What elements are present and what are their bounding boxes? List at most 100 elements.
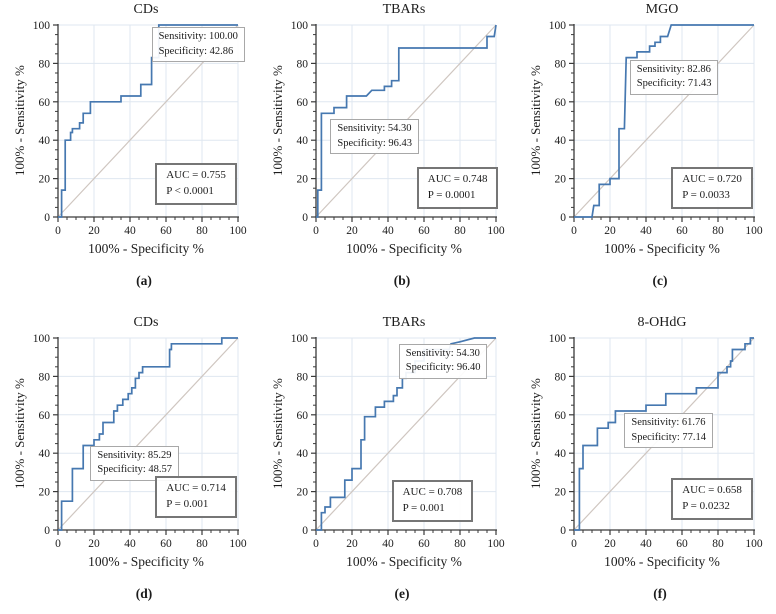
x-axis-label: 100% - Specificity % — [88, 554, 204, 569]
roc-plot: 0 20 40 60 80 100 0 20 40 60 80 100 Sensitivity: 61.… — [544, 331, 763, 553]
x-axis-label: 100% - Specificity % — [88, 241, 204, 256]
panel-caption: (c) — [652, 273, 668, 288]
panel-title: MGO — [645, 2, 679, 17]
y-tick-label: 0 — [302, 212, 308, 224]
x-tick-label: 0 — [571, 538, 577, 550]
box-text-line: AUC = 0.714 — [166, 482, 226, 495]
y-tick-label: 20 — [555, 487, 567, 499]
x-tick-label: 80 — [454, 225, 466, 237]
y-tick-label: 60 — [297, 97, 309, 109]
roc-chart-svg: 0 20 40 60 80 100 0 20 40 60 80 100 — [33, 20, 247, 237]
y-tick-label: 80 — [297, 371, 309, 383]
x-tick-label: 20 — [346, 225, 358, 237]
x-tick-label: 80 — [196, 225, 208, 237]
box-text-line: AUC = 0.748 — [427, 173, 488, 186]
x-tick-label: 20 — [88, 538, 100, 550]
y-tick-label: 40 — [297, 448, 309, 460]
x-tick-label: 40 — [640, 538, 652, 550]
roc-chart-svg: 0 20 40 60 80 100 0 20 40 60 80 100 — [33, 333, 247, 550]
x-tick-label: 60 — [676, 225, 688, 237]
x-tick-label: 80 — [196, 538, 208, 550]
x-tick-label: 0 — [55, 538, 61, 550]
y-tick-label: 20 — [39, 487, 51, 499]
y-tick-label: 80 — [555, 371, 567, 383]
x-tick-label: 40 — [640, 225, 652, 237]
auc-p-value-box: AUC = 0.720 P = 0.0033 — [671, 167, 753, 209]
y-tick-label: 0 — [302, 525, 308, 537]
panel-title: 8-OHdG — [637, 315, 687, 330]
roc-panel-a: CDs 100% - Sensitivity % 0 20 40 60 80 100 0 20… — [0, 2, 258, 289]
sensitivity-specificity-box: Sensitivity: 82.86 Specificity: 71.43 — [629, 59, 719, 95]
panel-title: CDs — [133, 2, 159, 17]
x-tick-label: 100 — [487, 225, 505, 237]
x-tick-label: 60 — [418, 225, 430, 237]
y-tick-label: 40 — [39, 448, 51, 460]
y-tick-label: 100 — [549, 20, 567, 32]
x-tick-label: 100 — [745, 225, 763, 237]
box-text-line: AUC = 0.755 — [166, 169, 226, 182]
y-tick-label: 80 — [555, 58, 567, 70]
x-tick-label: 40 — [124, 538, 136, 550]
y-tick-label: 20 — [297, 487, 309, 499]
x-tick-label: 60 — [160, 225, 172, 237]
x-tick-label: 20 — [604, 538, 616, 550]
y-tick-label: 20 — [297, 174, 309, 186]
x-axis-label: 100% - Specificity % — [604, 554, 720, 569]
roc-plot: 0 20 40 60 80 100 0 20 40 60 80 100 Sensitivity: 54.… — [286, 331, 505, 553]
x-tick-label: 0 — [313, 538, 319, 550]
panel-title: CDs — [133, 315, 159, 330]
x-tick-label: 0 — [571, 225, 577, 237]
x-tick-label: 80 — [454, 538, 466, 550]
y-tick-label: 40 — [555, 135, 567, 147]
y-tick-label: 0 — [44, 212, 50, 224]
box-text-line: Sensitivity: 85.29 — [97, 449, 172, 461]
x-tick-label: 100 — [229, 225, 247, 237]
x-tick-label: 60 — [160, 538, 172, 550]
panel-caption: (b) — [393, 273, 411, 288]
x-tick-label: 20 — [88, 225, 100, 237]
roc-panel-f: 8-OHdG 100% - Sensitivity % 0 20 40 60 80 100… — [516, 315, 774, 602]
y-tick-label: 0 — [560, 212, 566, 224]
box-text-line: P = 0.001 — [402, 502, 445, 515]
y-tick-label: 60 — [39, 97, 51, 109]
x-tick-label: 20 — [604, 225, 616, 237]
box-text-line: Sensitivity: 82.86 — [636, 63, 711, 75]
box-text-line: Specificity: 71.43 — [636, 78, 712, 90]
y-tick-label: 80 — [39, 371, 51, 383]
roc-plot: 0 20 40 60 80 100 0 20 40 60 80 100 Sensitivity: 54.… — [286, 18, 505, 240]
box-text-line: AUC = 0.708 — [402, 486, 463, 499]
x-tick-label: 100 — [229, 538, 247, 550]
panel-caption: (f) — [653, 586, 667, 601]
box-text-line: Sensitivity: 100.00 — [158, 30, 238, 42]
y-tick-label: 20 — [39, 174, 51, 186]
box-text-line: Sensitivity: 54.30 — [337, 123, 412, 135]
box-text-line: P = 0.0001 — [427, 189, 476, 202]
roc-panel-e: TBARs 100% - Sensitivity % 0 20 40 60 80 100 0… — [258, 315, 516, 602]
y-tick-label: 0 — [560, 525, 566, 537]
x-tick-label: 0 — [55, 225, 61, 237]
box-text-line: P < 0.0001 — [166, 185, 214, 198]
box-text-line: AUC = 0.720 — [682, 173, 742, 186]
box-text-line: P = 0.0232 — [682, 500, 730, 513]
y-tick-label: 100 — [291, 333, 309, 345]
y-tick-label: 100 — [33, 20, 51, 32]
x-tick-label: 80 — [712, 538, 724, 550]
sensitivity-specificity-box: Sensitivity: 61.76 Specificity: 77.14 — [624, 412, 714, 449]
x-tick-label: 40 — [382, 225, 394, 237]
y-tick-label: 80 — [39, 58, 51, 70]
y-axis-label: 100% - Sensitivity % — [528, 65, 543, 177]
panel-title: TBARs — [382, 2, 426, 17]
y-tick-label: 60 — [297, 410, 309, 422]
auc-p-value-box: AUC = 0.748 P = 0.0001 — [416, 167, 499, 209]
y-axis-label: 100% - Sensitivity % — [528, 378, 543, 490]
y-axis-label: 100% - Sensitivity % — [12, 65, 27, 177]
y-tick-label: 40 — [297, 135, 309, 147]
roc-panel-d: CDs 100% - Sensitivity % 0 20 40 60 80 100 0 20… — [0, 315, 258, 602]
auc-p-value-box: AUC = 0.658 P = 0.0232 — [671, 478, 753, 521]
y-tick-label: 0 — [44, 525, 50, 537]
roc-curve — [574, 24, 754, 218]
sensitivity-specificity-box: Sensitivity: 54.30 Specificity: 96.43 — [330, 119, 420, 155]
roc-curve — [316, 24, 497, 218]
auc-p-value-box: AUC = 0.708 P = 0.001 — [391, 480, 474, 522]
y-axis-label: 100% - Sensitivity % — [270, 378, 285, 490]
